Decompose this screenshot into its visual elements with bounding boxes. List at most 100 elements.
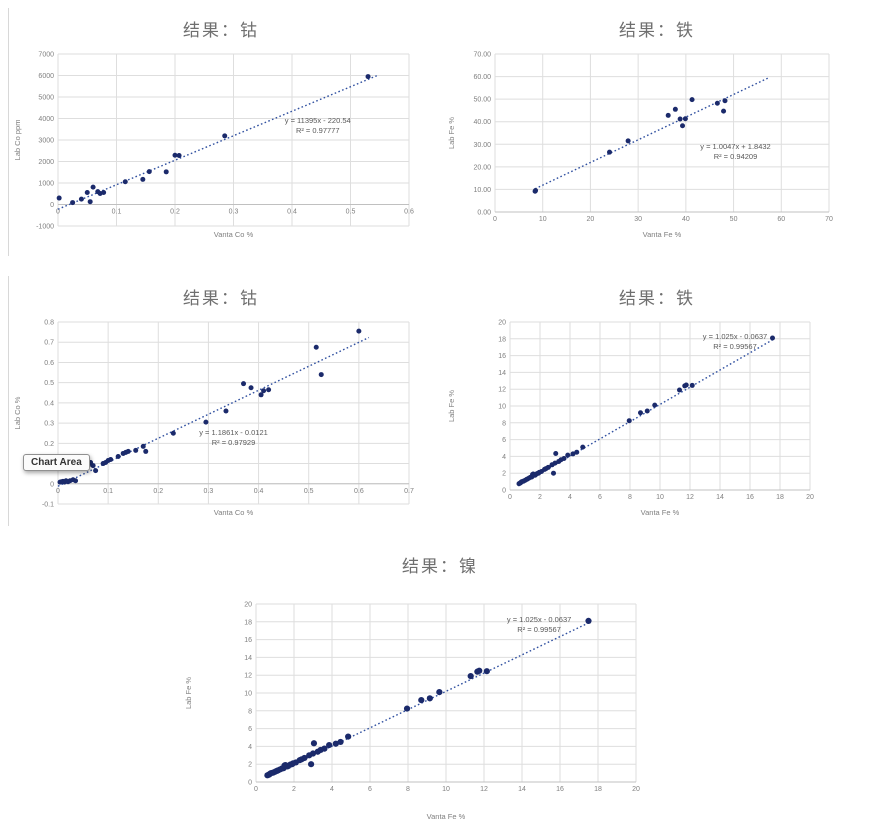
scatter-plot-iron-low[interactable]: 0 2 4 6 8 10 12 14 16 18 20 0 2 4 6 8 10 12 14 16 18 20 y = 1.… <box>443 310 871 520</box>
svg-text:14: 14 <box>244 655 252 662</box>
svg-text:40.00: 40.00 <box>473 119 491 126</box>
chart-title: 结果：钴 <box>183 289 259 308</box>
svg-text:20: 20 <box>244 602 252 609</box>
svg-text:8: 8 <box>628 494 632 501</box>
svg-text:4: 4 <box>502 454 506 461</box>
chart-title: 结果：铁 <box>619 21 695 40</box>
svg-text:16: 16 <box>244 637 252 644</box>
svg-text:R² = 0.99567: R² = 0.99567 <box>517 625 561 634</box>
svg-text:60.00: 60.00 <box>473 74 491 81</box>
svg-text:R² = 0.97929: R² = 0.97929 <box>212 438 256 447</box>
svg-text:0.3: 0.3 <box>229 209 239 216</box>
svg-text:6: 6 <box>368 786 372 793</box>
svg-text:2: 2 <box>538 494 542 501</box>
svg-text:0.6: 0.6 <box>404 209 414 216</box>
svg-text:0.5: 0.5 <box>304 488 314 495</box>
svg-text:70.00: 70.00 <box>473 52 491 59</box>
scatter-plot-iron-high[interactable]: 0.00 10.00 20.00 30.00 40.00 50.00 60.00 70.00 0… <box>443 42 871 242</box>
scatter-plot-nickel[interactable]: 0 2 4 6 8 10 12 14 16 18 20 0 2 4 6 8 10 12 14 16 18 20 y = 1.… <box>180 584 700 824</box>
svg-text:Vanta Fe %: Vanta Fe % <box>427 812 466 821</box>
svg-text:10: 10 <box>498 404 506 411</box>
svg-text:2: 2 <box>502 471 506 478</box>
svg-text:14: 14 <box>498 370 506 377</box>
svg-text:1000: 1000 <box>38 181 54 188</box>
chart-iron-pct-high[interactable]: 结果：铁 0.00 10.00 20.00 30.00 40.00 50.00 60.00 7… <box>443 8 871 256</box>
svg-text:y = 1.0047x + 1.8432: y = 1.0047x + 1.8432 <box>700 142 770 151</box>
svg-text:0.4: 0.4 <box>287 209 297 216</box>
svg-text:0.1: 0.1 <box>103 488 113 495</box>
chart-iron-pct-low[interactable]: 结果：铁 0 2 4 6 8 10 12 14 16 18 20 0 2 4 6 8 10 12 14 16 18 20 y… <box>443 276 871 526</box>
svg-text:10: 10 <box>244 691 252 698</box>
svg-text:y = 1.025x - 0.0637: y = 1.025x - 0.0637 <box>507 615 571 624</box>
svg-text:Lab Fe %: Lab Fe % <box>184 677 193 709</box>
svg-text:Vanta Fe %: Vanta Fe % <box>643 230 682 239</box>
svg-text:Vanta Fe %: Vanta Fe % <box>641 508 680 517</box>
svg-text:14: 14 <box>716 494 724 501</box>
svg-text:18: 18 <box>244 619 252 626</box>
svg-text:0.6: 0.6 <box>354 488 364 495</box>
svg-text:4: 4 <box>248 744 252 751</box>
svg-text:0: 0 <box>502 488 506 495</box>
svg-text:12: 12 <box>480 786 488 793</box>
svg-text:Vanta Co %: Vanta Co % <box>214 508 254 517</box>
svg-text:30.00: 30.00 <box>473 142 491 149</box>
svg-text:20: 20 <box>806 494 814 501</box>
svg-text:50.00: 50.00 <box>473 97 491 104</box>
chart-cobalt-pct[interactable]: 结果：钴 -0.100.10.20.30.40.50.60.70.800.10.… <box>8 276 433 526</box>
svg-text:10: 10 <box>539 216 547 223</box>
svg-text:0.8: 0.8 <box>44 320 54 327</box>
svg-text:16: 16 <box>498 353 506 360</box>
svg-text:0: 0 <box>508 494 512 501</box>
svg-text:0.00: 0.00 <box>477 210 491 217</box>
chart-nickel[interactable]: 结果：镍 0 2 4 6 8 10 12 14 16 18 20 0 2 4 6 8 10 12 14 16 18 20 y… <box>180 540 700 825</box>
svg-text:0.1: 0.1 <box>112 209 122 216</box>
svg-text:y = 11395x - 220.54: y = 11395x - 220.54 <box>285 116 351 125</box>
svg-text:8: 8 <box>406 786 410 793</box>
svg-text:10: 10 <box>656 494 664 501</box>
svg-text:Lab Fe %: Lab Fe % <box>447 117 456 149</box>
svg-text:12: 12 <box>244 673 252 680</box>
chart-title: 结果：铁 <box>619 289 695 308</box>
svg-text:0.6: 0.6 <box>44 360 54 367</box>
svg-text:16: 16 <box>746 494 754 501</box>
svg-text:8: 8 <box>502 420 506 427</box>
scatter-plot-cobalt-ppm[interactable]: -1000 0 1000 2000 3000 4000 5000 6000 7000 0 0.1 0.… <box>9 42 433 242</box>
svg-text:0.2: 0.2 <box>153 488 163 495</box>
svg-text:20: 20 <box>587 216 595 223</box>
svg-text:0.5: 0.5 <box>346 209 356 216</box>
scatter-plot-cobalt-pct[interactable]: -0.100.10.20.30.40.50.60.70.800.10.20.30… <box>9 310 433 520</box>
svg-text:0.4: 0.4 <box>44 400 54 407</box>
svg-text:6: 6 <box>598 494 602 501</box>
svg-text:Lab Co ppm: Lab Co ppm <box>13 120 22 161</box>
svg-text:Lab Co %: Lab Co % <box>13 396 22 429</box>
svg-text:0.2: 0.2 <box>170 209 180 216</box>
svg-text:12: 12 <box>498 387 506 394</box>
svg-text:16: 16 <box>556 786 564 793</box>
svg-text:14: 14 <box>518 786 526 793</box>
svg-text:0.4: 0.4 <box>254 488 264 495</box>
chart-title: 结果：镍 <box>402 557 478 576</box>
svg-text:0: 0 <box>493 216 497 223</box>
svg-text:0.3: 0.3 <box>204 488 214 495</box>
svg-text:6: 6 <box>248 726 252 733</box>
svg-text:8: 8 <box>248 708 252 715</box>
svg-text:4000: 4000 <box>38 116 54 123</box>
svg-text:30: 30 <box>634 216 642 223</box>
svg-text:0.2: 0.2 <box>44 441 54 448</box>
svg-text:20: 20 <box>498 320 506 327</box>
svg-text:0: 0 <box>254 786 258 793</box>
svg-text:6000: 6000 <box>38 73 54 80</box>
svg-text:60: 60 <box>777 216 785 223</box>
svg-text:0: 0 <box>50 481 54 488</box>
svg-text:0.7: 0.7 <box>404 488 414 495</box>
svg-text:18: 18 <box>498 336 506 343</box>
svg-text:-0.1: -0.1 <box>42 502 54 509</box>
svg-text:2000: 2000 <box>38 159 54 166</box>
svg-text:Lab Fe %: Lab Fe % <box>447 390 456 422</box>
svg-text:0: 0 <box>50 202 54 209</box>
chart-cobalt-ppm[interactable]: 结果：钴 -1000 0 1000 2000 3000 4000 5000 6000 7000 0… <box>8 8 433 256</box>
svg-text:y = 1.025x - 0.0637: y = 1.025x - 0.0637 <box>703 332 767 341</box>
svg-text:0.5: 0.5 <box>44 380 54 387</box>
svg-text:R² = 0.97777: R² = 0.97777 <box>296 126 340 135</box>
